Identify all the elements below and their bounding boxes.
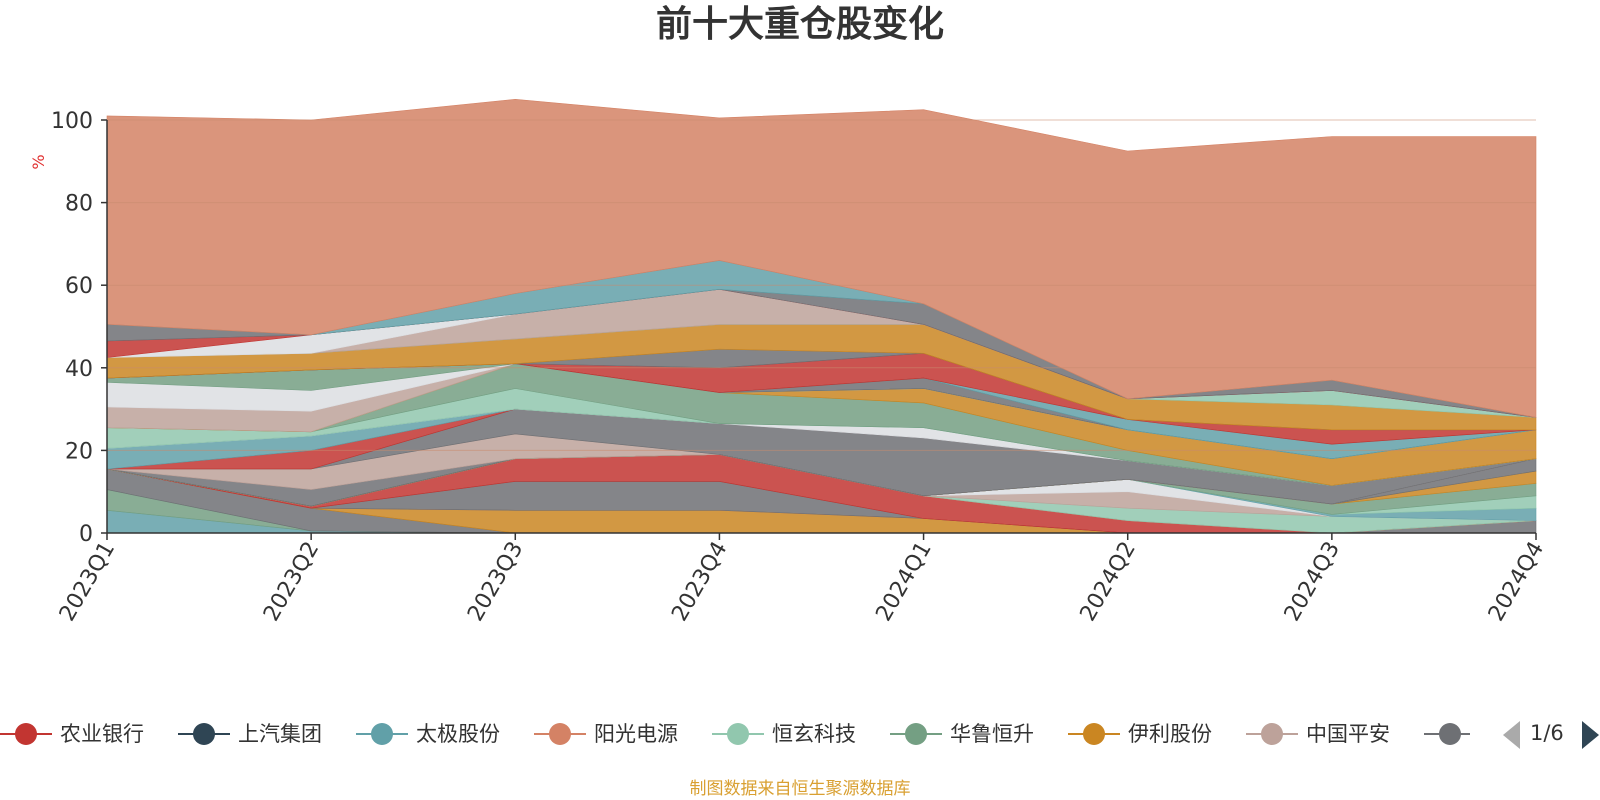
x-tick-label: 2023Q4 [667,538,732,626]
y-tick-label: 40 [65,357,93,382]
legend-marker-icon [178,723,230,745]
y-tick-label: 60 [65,274,93,299]
y-tick-label: 80 [65,192,93,217]
x-tick-label: 2023Q3 [463,538,528,626]
chart-title: 前十大重仓股变化 [655,4,944,45]
legend-label: 太极股份 [416,722,500,746]
legend-next-icon[interactable] [1578,720,1600,750]
legend-marker-icon [1246,723,1298,745]
y-axis-label: % [29,154,48,169]
legend-page-indicator: 1/6 [1530,721,1564,745]
x-tick-label: 2024Q4 [1484,538,1549,626]
legend-label: 华鲁恒升 [950,722,1034,746]
legend-label: 阳光电源 [594,722,678,746]
legend-marker-icon [890,723,942,745]
legend-marker-icon [534,723,586,745]
legend: 农业银行 上汽集团 太极股份 阳光电源 恒玄科技 华鲁恒升 伊利股份 中国平安 1/6 [0,712,1600,756]
x-tick-label: 2023Q2 [259,538,324,626]
legend-viewport: 农业银行 上汽集团 太极股份 阳光电源 恒玄科技 华鲁恒升 伊利股份 中国平安 [0,712,1470,756]
legend-label: 恒玄科技 [772,722,856,746]
y-tick-label: 20 [65,439,93,464]
chart-area: 0 20 40 60 80 100 2023Q1 2023Q2 2023Q3 2023Q4 2024… [29,98,1549,626]
legend-prev-icon[interactable] [1500,720,1524,750]
area-layers [106,98,1537,534]
legend-marker-icon [1424,723,1470,745]
legend-marker-icon [356,723,408,745]
legend-label: 农业银行 [60,722,144,746]
legend-marker-icon [712,723,764,745]
y-tick-label: 100 [51,109,93,134]
x-tick-label: 2024Q2 [1076,538,1141,626]
legend-marker-icon [0,723,52,745]
legend-label: 中国平安 [1306,722,1390,746]
x-tick-label: 2024Q1 [871,538,936,626]
legend-pager: 1/6 [1500,718,1600,750]
x-tick-label: 2023Q1 [55,538,120,626]
y-tick-label: 0 [79,522,93,547]
legend-marker-icon [1068,723,1120,745]
area-layer-39 [106,98,1537,418]
legend-label: 伊利股份 [1128,722,1212,746]
source-note: 制图数据来自恒生聚源数据库 [689,779,911,799]
legend-label: 上汽集团 [238,722,322,746]
x-tick-label: 2024Q3 [1280,538,1345,626]
